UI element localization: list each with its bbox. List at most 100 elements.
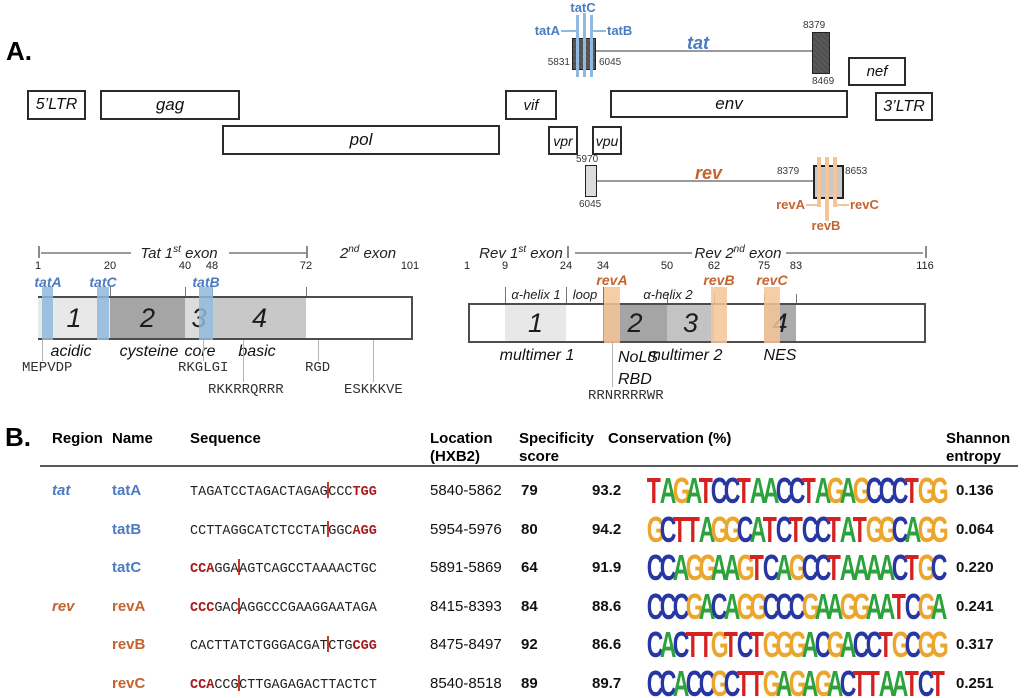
table-row-location: 8540-8518	[430, 675, 502, 692]
logo-letter-T: T	[904, 470, 919, 511]
protospacer-text: GGA	[214, 562, 239, 578]
logo-letter-G: G	[788, 624, 807, 666]
rev-guide-band-revA	[604, 287, 620, 343]
logo-letter-G: G	[711, 509, 730, 550]
tat-aa-tick-label: 48	[205, 260, 219, 272]
logo-letter-A: A	[878, 586, 896, 627]
logo-letter-T: T	[737, 663, 752, 698]
logo-letter-A: A	[827, 663, 844, 698]
rev-exon1-box	[585, 165, 597, 197]
logo-letter-A: A	[814, 586, 832, 627]
table-row-entropy: 0.241	[956, 597, 994, 615]
table-row-conservation: 88.6	[592, 597, 622, 615]
logo-letter-C: C	[672, 586, 690, 627]
logo-letter-C: C	[711, 586, 728, 627]
logo-letter-C: C	[724, 470, 741, 511]
logo-letter-T: T	[749, 624, 765, 666]
logo-letter-G: G	[865, 509, 884, 550]
table-row-name: tatC	[112, 559, 142, 577]
logo-letter-A: A	[775, 663, 793, 698]
logo-letter-A: A	[724, 547, 741, 589]
table-row-name: tatB	[112, 520, 142, 538]
logo-letter-G: G	[685, 547, 704, 589]
logo-letter-C: C	[646, 663, 664, 698]
table-row-sequence: CACTTATCTGGGACGATCTGCGG	[190, 636, 377, 654]
tat-motif-line	[318, 340, 319, 361]
tat-guide-band-tatA	[42, 287, 53, 340]
logo-letter-A: A	[840, 547, 857, 589]
revA-guide-connector	[806, 204, 817, 206]
tat-guide-band-tatC	[97, 287, 109, 340]
tat-aa-tick-mark	[306, 287, 307, 296]
table-row-specificity: 92	[521, 636, 538, 654]
col-header-location-2: (HXB2)	[430, 448, 481, 465]
table-row-location: 5954-5976	[430, 520, 502, 538]
logo-letter-A: A	[878, 663, 896, 698]
logo-letter-C: C	[775, 509, 793, 550]
revA-guide-line	[817, 157, 821, 207]
logo-letter-T: T	[865, 663, 881, 698]
logo-letter-A: A	[711, 547, 728, 589]
rev-structure-label: loop	[572, 287, 598, 302]
revC-guide-line	[833, 157, 837, 207]
logo-letter-G: G	[646, 509, 665, 550]
table-row-entropy: 0.220	[956, 559, 994, 577]
tat-aa-tick-label: 72	[299, 260, 313, 272]
tat-ruler-tick-start	[38, 246, 40, 258]
logo-letter-A: A	[724, 586, 741, 627]
panel-b-label: B.	[5, 422, 31, 452]
rev-structure-tick	[566, 287, 567, 303]
logo-letter-C: C	[891, 547, 909, 589]
logo-letter-A: A	[672, 663, 690, 698]
table-row-entropy: 0.136	[956, 482, 994, 499]
pam-site-text: TGG	[352, 485, 377, 500]
tat-aa-tick-label: 101	[400, 260, 420, 272]
revB-guide-line	[825, 157, 829, 221]
logo-letter-A: A	[749, 470, 767, 511]
logo-letter-A: A	[891, 663, 909, 698]
genome-box-ltr3: 3’LTR	[875, 92, 933, 121]
col-header-entropy-2: entropy	[946, 448, 1002, 465]
logo-letter-A: A	[904, 509, 922, 550]
logo-letter-A: A	[853, 547, 870, 589]
logo-letter-G: G	[685, 586, 704, 627]
logo-letter-G: G	[814, 663, 833, 698]
logo-letter-T: T	[762, 509, 777, 550]
logo-letter-C: C	[711, 470, 728, 511]
genome-box-env: env	[610, 90, 848, 118]
rev-structure-tick	[505, 287, 506, 303]
table-row-name: tatA	[112, 482, 142, 499]
protospacer-text: GGC	[328, 523, 353, 539]
rev-aa-tick-label: 116	[916, 260, 934, 272]
col-header-specificity: Specificity	[519, 430, 595, 447]
rev-guide-band-revB	[711, 287, 727, 343]
logo-letter-C: C	[659, 547, 677, 589]
logo-letter-C: C	[814, 509, 832, 550]
logo-letter-C: C	[698, 663, 716, 698]
tat-aa-tick-mark	[110, 287, 111, 296]
pam-site-text: CCC	[190, 600, 215, 616]
tat-exon2-end-coord: 8469	[812, 76, 835, 87]
tat-motif-line	[42, 340, 43, 361]
logo-letter-C: C	[737, 624, 754, 666]
tat-motif-MEPVDP: MEPVDP	[22, 360, 73, 376]
cut-site-line	[327, 636, 329, 653]
logo-letter-G: G	[930, 470, 949, 511]
tat-segment-2: 2	[110, 298, 185, 338]
logo-letter-A: A	[762, 470, 780, 511]
cut-site-line	[327, 482, 329, 498]
rev-aa-tick-label: 9	[501, 260, 509, 272]
rev-exon2-start-coord: 8379	[777, 166, 800, 177]
tat-guide-label-tatA: tatA	[34, 274, 62, 290]
logo-letter-C: C	[775, 586, 793, 627]
protospacer-text: CACTTATCTGGGACGAT	[190, 639, 328, 655]
genome-box-nef: nef	[848, 57, 906, 86]
genome-box-vif: vif	[505, 90, 557, 120]
logo-letter-C: C	[762, 547, 780, 589]
logo-letter-G: G	[930, 509, 949, 550]
table-row-conservation: 86.6	[592, 636, 622, 654]
tat-gene-label: tat	[687, 33, 709, 53]
